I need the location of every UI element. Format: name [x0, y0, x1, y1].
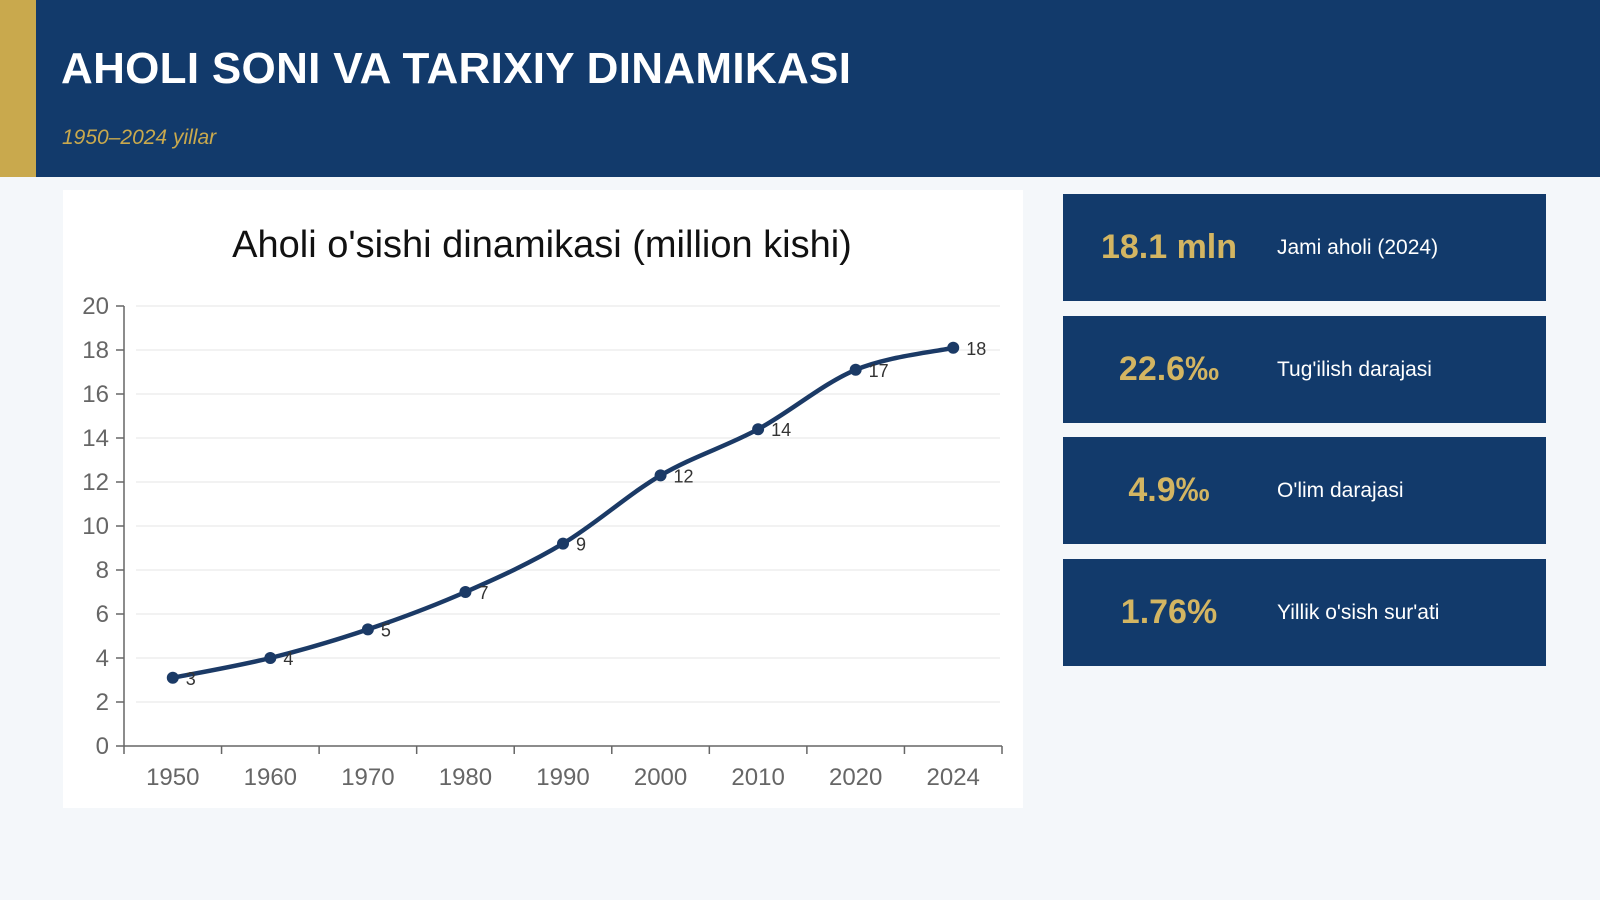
- y-tick-label: 2: [96, 689, 109, 716]
- data-label: 9: [576, 535, 586, 555]
- data-label: 12: [674, 466, 694, 486]
- data-point: [654, 469, 667, 482]
- data-point: [849, 363, 862, 376]
- stat-label: O'lim darajasi: [1277, 479, 1404, 502]
- x-tick-label: 1980: [439, 764, 492, 791]
- x-tick-label: 1960: [244, 764, 297, 791]
- data-point: [361, 623, 374, 636]
- data-point: [459, 586, 472, 598]
- stat-card-total-population: 18.1 mln Jami aholi (2024): [1063, 194, 1546, 301]
- y-tick-label: 6: [96, 601, 109, 628]
- y-tick-label: 18: [82, 337, 109, 364]
- x-tick-label: 1990: [536, 764, 589, 791]
- y-tick-label: 10: [82, 513, 109, 540]
- y-tick-label: 0: [96, 733, 109, 760]
- line-chart: Aholi o'sishi dinamikasi (million kishi)…: [82, 224, 1003, 791]
- stat-label: Yillik o'sish sur'ati: [1277, 601, 1440, 624]
- accent-bar: [0, 0, 36, 177]
- x-tick-label: 2024: [927, 764, 980, 791]
- stat-value: 22.6‰: [1118, 350, 1220, 388]
- page-subtitle: 1950–2024 yillar: [62, 126, 217, 149]
- x-tick-label: 2000: [634, 764, 687, 791]
- stat-label: Jami aholi (2024): [1277, 236, 1439, 259]
- chart-title: Aholi o'sishi dinamikasi (million kishi): [232, 224, 852, 266]
- data-label: 17: [869, 361, 889, 381]
- data-point: [947, 341, 960, 354]
- stat-card-birth-rate: 22.6‰ Tug'ilish darajasi: [1063, 316, 1546, 423]
- y-tick-label: 4: [96, 645, 109, 672]
- stat-label: Tug'ilish darajasi: [1277, 358, 1432, 381]
- stat-value: 1.76%: [1120, 593, 1218, 631]
- page-title: AHOLI SONI VA TARIXIY DINAMIKASI: [61, 44, 852, 93]
- stat-card-death-rate: 4.9‰ O'lim darajasi: [1063, 437, 1546, 544]
- data-point: [557, 537, 569, 550]
- y-tick-label: 16: [82, 381, 109, 408]
- data-label: 14: [771, 420, 791, 440]
- y-tick-label: 14: [82, 425, 109, 452]
- x-tick-label: 1950: [146, 764, 199, 791]
- x-tick-label: 2020: [829, 764, 882, 791]
- header-banner: AHOLI SONI VA TARIXIY DINAMIKASI 1950–20…: [0, 0, 1600, 177]
- y-tick-label: 12: [82, 469, 109, 496]
- data-label: 5: [381, 620, 391, 640]
- data-point: [752, 423, 765, 436]
- data-point: [166, 671, 179, 684]
- data-point: [264, 652, 277, 664]
- data-label: 3: [186, 669, 196, 689]
- stat-value: 18.1 mln: [1100, 228, 1238, 266]
- x-tick-label: 2010: [731, 764, 784, 791]
- series-line: [170, 345, 956, 681]
- chart-panel: Aholi o'sishi dinamikasi (million kishi)…: [63, 190, 1023, 808]
- stat-value: 4.9‰: [1128, 471, 1210, 509]
- data-label: 4: [283, 649, 293, 669]
- data-label: 18: [966, 339, 986, 359]
- data-label: 7: [478, 583, 488, 603]
- x-tick-label: 1970: [341, 764, 394, 791]
- y-tick-label: 20: [82, 293, 109, 320]
- y-tick-label: 8: [96, 557, 109, 584]
- stat-card-growth-rate: 1.76% Yillik o'sish sur'ati: [1063, 559, 1546, 666]
